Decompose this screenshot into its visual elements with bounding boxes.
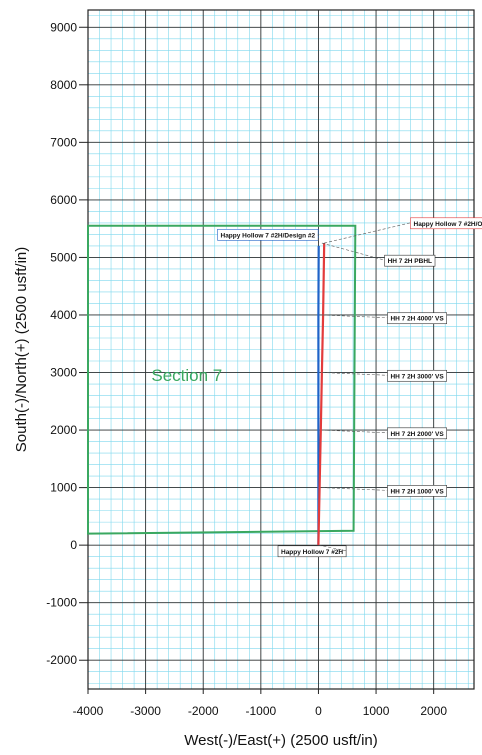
y-tick-label: 7000 (50, 135, 77, 149)
annotation-box (387, 369, 447, 382)
section-label: Section 7 (151, 366, 222, 385)
x-tick-label: 2000 (420, 704, 447, 718)
annotation-label: HH 7 2H 3000' VS (390, 373, 444, 380)
series-layer (317, 242, 326, 546)
x-axis-title: West(-)/East(+) (2500 usft/in) (184, 732, 378, 749)
y-tick-label: -2000 (46, 653, 77, 667)
annotation-label: Happy Hollow 7 #2H/OH (414, 221, 482, 228)
x-tick-label: 0 (315, 704, 322, 718)
annotation-leader (317, 234, 320, 246)
annotation-label: HH 7 2H 2000' VS (390, 431, 444, 438)
annotation-box (277, 545, 347, 558)
annotation-layer: Happy Hollow 7 #2H/Design #2 Happy Hollow… (217, 217, 482, 558)
annotation-label: HH 7 2H 1000' VS (390, 488, 444, 495)
series-line (317, 242, 326, 546)
x-tick-label: -3000 (130, 704, 161, 718)
annotation-box (410, 217, 482, 230)
annotation-leader (321, 314, 388, 319)
y-tick-label: 2000 (50, 423, 77, 437)
x-tick-label: 1000 (363, 704, 390, 718)
annotation-box (384, 254, 436, 267)
annotation-leader (321, 242, 385, 261)
annotation-box (387, 427, 447, 440)
annotation-label: Happy Hollow 7 #2H/Design #2 (221, 232, 316, 239)
annotation-label: HH 7 2H PBHL (388, 258, 432, 265)
section-boundary-layer: Section 7 (87, 224, 357, 535)
y-axis-ticks: -2000 -1000 0 1000 2000 3000 4000 5000 6000 7000 8… (46, 20, 88, 667)
annotation-label: HH 7 2H 4000' VS (390, 316, 444, 323)
y-tick-label: 3000 (50, 366, 77, 380)
y-tick-label: 0 (70, 538, 77, 552)
x-tick-label: -2000 (188, 704, 219, 718)
x-tick-label: -1000 (245, 704, 276, 718)
y-axis-title: South(-)/North(+) (2500 usft/in) (13, 247, 30, 453)
annotation-leader (321, 372, 388, 376)
y-tick-label: 4000 (50, 308, 77, 322)
y-tick-label: 8000 (50, 78, 77, 92)
y-tick-label: 9000 (50, 20, 77, 34)
x-axis-ticks: -4000 -3000 -2000 -1000 0 1000 2000 (73, 689, 447, 718)
annotation-label: Happy Hollow 7 #2H (281, 549, 343, 556)
x-tick-label: -4000 (73, 704, 104, 718)
y-tick-label: 6000 (50, 193, 77, 207)
y-tick-label: 5000 (50, 250, 77, 264)
annotation-leader (321, 487, 388, 491)
y-tick-label: -1000 (46, 596, 77, 610)
annotation-leader (321, 429, 388, 434)
annotation-box (387, 312, 447, 325)
annotation-box (387, 485, 447, 497)
section-boundary (87, 224, 357, 535)
y-tick-label: 1000 (50, 481, 77, 495)
